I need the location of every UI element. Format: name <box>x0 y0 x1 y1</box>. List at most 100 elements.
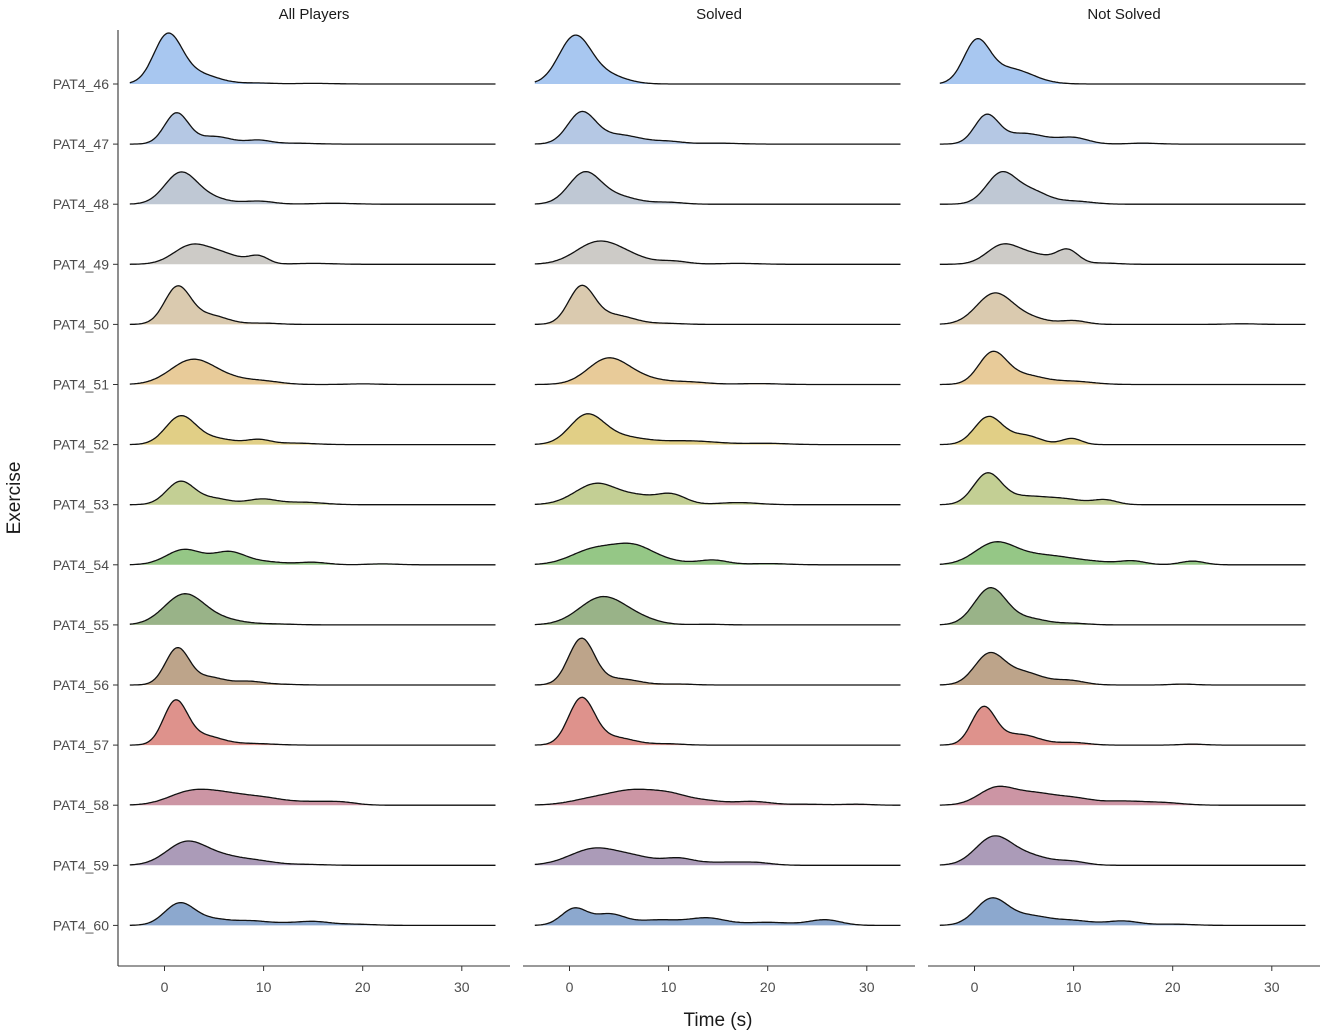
ridge-group-PAT4_57-panel-1 <box>129 699 496 746</box>
ridge-fill-PAT4_59-panel-1 <box>129 841 496 866</box>
ridge-group-PAT4_53-panel-3 <box>939 472 1306 506</box>
y-tick-label-PAT4_52: PAT4_52 <box>53 437 110 453</box>
ridge-group-PAT4_52-panel-1 <box>129 414 496 446</box>
facet-title-2: Solved <box>696 6 742 23</box>
ridge-line-PAT4_57-panel-3 <box>939 705 1306 746</box>
ridge-line-PAT4_55-panel-1 <box>129 593 496 626</box>
ridge-group-PAT4_54-panel-2 <box>534 542 901 566</box>
ridge-fill-PAT4_50-panel-3 <box>939 292 1306 325</box>
facet-title-3: Not Solved <box>1087 6 1160 23</box>
ridge-group-PAT4_47-panel-2 <box>534 110 901 145</box>
ridge-group-PAT4_58-panel-1 <box>129 788 496 806</box>
ridge-group-PAT4_56-panel-1 <box>129 646 496 686</box>
ridge-line-PAT4_46-panel-3 <box>939 37 1306 85</box>
ridge-line-PAT4_49-panel-1 <box>129 243 496 265</box>
ridge-fill-PAT4_57-panel-1 <box>129 699 496 746</box>
ridge-fill-PAT4_53-panel-2 <box>534 483 901 505</box>
ridge-line-PAT4_53-panel-1 <box>129 480 496 506</box>
ridge-group-PAT4_47-panel-1 <box>129 112 496 145</box>
ridge-line-PAT4_58-panel-2 <box>534 788 901 806</box>
ridge-line-PAT4_56-panel-3 <box>939 651 1306 686</box>
facet-title-1: All Players <box>279 6 350 23</box>
y-tick-label-PAT4_58: PAT4_58 <box>53 797 110 813</box>
ridge-fill-PAT4_53-panel-3 <box>939 472 1306 505</box>
ridge-fill-PAT4_48-panel-3 <box>939 171 1306 205</box>
ridge-fill-PAT4_51-panel-1 <box>129 359 496 385</box>
x-tick-label-30-panel-1: 30 <box>454 979 470 995</box>
ridge-group-PAT4_60-panel-2 <box>534 907 901 927</box>
ridge-fill-PAT4_60-panel-1 <box>129 902 496 926</box>
ridge-line-PAT4_56-panel-2 <box>534 637 901 686</box>
x-axis-title: Time (s) <box>684 1010 753 1031</box>
x-tick-label-10-panel-2: 10 <box>661 979 677 995</box>
ridge-fill-PAT4_60-panel-2 <box>534 907 901 926</box>
ridge-fill-PAT4_55-panel-2 <box>534 596 901 625</box>
ridge-line-PAT4_55-panel-3 <box>939 587 1306 626</box>
ridge-group-PAT4_52-panel-2 <box>534 413 901 446</box>
ridge-fill-PAT4_56-panel-3 <box>939 652 1306 685</box>
ridge-line-PAT4_51-panel-2 <box>534 357 901 386</box>
x-tick-label-10-panel-3: 10 <box>1066 979 1082 995</box>
ridge-group-PAT4_59-panel-2 <box>534 847 901 866</box>
ridge-line-PAT4_47-panel-3 <box>939 113 1306 145</box>
ridge-fill-PAT4_58-panel-2 <box>534 789 901 806</box>
x-tick-label-10-panel-1: 10 <box>256 979 272 995</box>
ridge-line-PAT4_48-panel-3 <box>939 170 1306 205</box>
ridge-group-PAT4_51-panel-2 <box>534 357 901 386</box>
ridge-group-PAT4_50-panel-2 <box>534 284 901 326</box>
y-tick-label-PAT4_60: PAT4_60 <box>53 917 110 933</box>
y-tick-label-PAT4_54: PAT4_54 <box>53 557 110 573</box>
ridge-group-PAT4_46-panel-3 <box>939 37 1306 85</box>
ridge-group-PAT4_48-panel-1 <box>129 171 496 205</box>
ridge-line-PAT4_51-panel-1 <box>129 358 496 386</box>
ridge-group-PAT4_54-panel-3 <box>939 541 1306 566</box>
ridge-group-PAT4_56-panel-3 <box>939 651 1306 686</box>
ridge-fill-PAT4_52-panel-3 <box>939 416 1306 445</box>
ridge-group-PAT4_55-panel-3 <box>939 587 1306 626</box>
y-axis-title: Exercise <box>4 462 25 535</box>
ridge-fill-PAT4_57-panel-3 <box>939 706 1306 746</box>
x-tick-label-20-panel-2: 20 <box>760 979 776 995</box>
ridge-group-PAT4_52-panel-3 <box>939 415 1306 446</box>
y-tick-label-PAT4_59: PAT4_59 <box>53 857 110 873</box>
ridge-line-PAT4_51-panel-3 <box>939 350 1306 386</box>
x-tick-label-30-panel-2: 30 <box>859 979 875 995</box>
ridge-fill-PAT4_56-panel-2 <box>534 638 901 685</box>
ridge-fill-PAT4_60-panel-3 <box>939 897 1306 926</box>
ridge-fill-PAT4_59-panel-2 <box>534 847 901 866</box>
panels <box>129 32 1306 927</box>
ridge-line-PAT4_46-panel-2 <box>534 34 901 85</box>
ridge-line-PAT4_53-panel-2 <box>534 482 901 506</box>
y-tick-label-PAT4_47: PAT4_47 <box>53 136 110 152</box>
ridge-fill-PAT4_46-panel-1 <box>129 33 496 84</box>
ridge-group-PAT4_51-panel-3 <box>939 350 1306 386</box>
ridge-group-PAT4_55-panel-2 <box>534 595 901 626</box>
ridge-fill-PAT4_52-panel-1 <box>129 415 496 445</box>
ridge-line-PAT4_48-panel-2 <box>534 170 901 205</box>
x-tick-label-0-panel-2: 0 <box>566 979 574 995</box>
ridge-group-PAT4_58-panel-3 <box>939 785 1306 806</box>
ridge-fill-PAT4_51-panel-3 <box>939 351 1306 385</box>
ridge-group-PAT4_49-panel-3 <box>939 243 1306 265</box>
x-tick-label-0-panel-3: 0 <box>971 979 979 995</box>
y-tick-label-PAT4_55: PAT4_55 <box>53 617 110 633</box>
ridge-fill-PAT4_55-panel-1 <box>129 593 496 625</box>
ridge-line-PAT4_59-panel-2 <box>534 847 901 866</box>
ridge-line-PAT4_47-panel-2 <box>534 110 901 145</box>
y-tick-label-PAT4_46: PAT4_46 <box>53 76 110 92</box>
y-tick-label-PAT4_57: PAT4_57 <box>53 737 110 753</box>
x-tick-label-20-panel-1: 20 <box>355 979 371 995</box>
ridge-group-PAT4_54-panel-1 <box>129 548 496 566</box>
ridge-group-PAT4_57-panel-3 <box>939 705 1306 746</box>
ridge-group-PAT4_60-panel-1 <box>129 901 496 927</box>
ridge-line-PAT4_52-panel-1 <box>129 414 496 446</box>
ridge-line-PAT4_54-panel-3 <box>939 541 1306 566</box>
ridge-fill-PAT4_58-panel-3 <box>939 786 1306 806</box>
ridge-line-PAT4_60-panel-1 <box>129 901 496 927</box>
x-tick-label-30-panel-3: 30 <box>1264 979 1280 995</box>
ridge-fill-PAT4_59-panel-3 <box>939 835 1306 866</box>
ridge-fill-PAT4_47-panel-1 <box>129 112 496 145</box>
y-tick-label-PAT4_48: PAT4_48 <box>53 196 110 212</box>
ridge-group-PAT4_59-panel-3 <box>939 835 1306 866</box>
